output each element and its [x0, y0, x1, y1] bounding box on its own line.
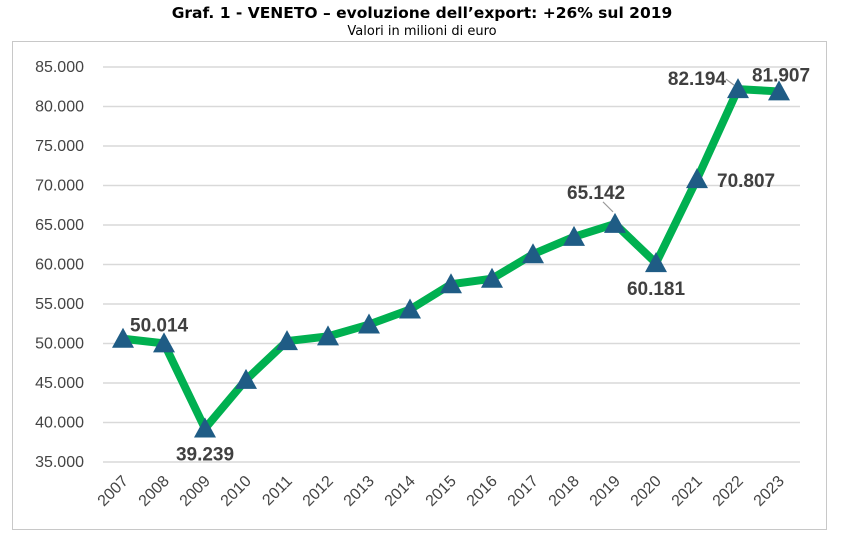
y-tick-label: 85.000	[35, 59, 84, 76]
data-point-marker	[481, 267, 503, 288]
y-tick-label: 45.000	[35, 375, 84, 392]
data-label: 70.807	[717, 171, 775, 192]
x-tick-label: 2019	[587, 473, 624, 510]
data-point-marker	[276, 330, 298, 351]
x-tick-label: 2008	[136, 473, 173, 510]
series-line	[122, 85, 780, 433]
y-tick-label: 70.000	[35, 178, 84, 195]
leader-line	[602, 201, 614, 213]
x-tick-label: 2014	[382, 473, 419, 510]
data-point-marker	[645, 252, 667, 273]
data-point-marker	[522, 243, 544, 264]
x-tick-label: 2020	[628, 473, 665, 510]
y-tick-label: 80.000	[35, 99, 84, 116]
x-tick-label: 2018	[546, 473, 583, 510]
x-tick-label: 2015	[423, 473, 460, 510]
data-label: 60.181	[627, 279, 686, 300]
x-tick-label: 2017	[505, 473, 542, 510]
data-point-marker	[686, 168, 708, 189]
x-tick-label: 2023	[751, 473, 788, 510]
data-point-marker	[112, 327, 134, 348]
y-tick-label: 75.000	[35, 138, 84, 155]
leader-line	[725, 78, 735, 86]
y-tick-label: 40.000	[35, 415, 84, 432]
x-tick-label: 2013	[341, 473, 378, 510]
y-tick-label: 55.000	[35, 296, 84, 313]
x-tick-label: 2010	[218, 473, 255, 510]
chart-title: Graf. 1 - VENETO – evoluzione dell’expor…	[171, 4, 673, 22]
data-point-marker	[194, 417, 216, 438]
x-tick-label: 2011	[259, 473, 295, 509]
data-point-marker	[768, 80, 790, 101]
data-label: 81.907	[752, 65, 810, 86]
y-tick-label: 65.000	[35, 217, 84, 234]
x-tick-label: 2021	[669, 473, 706, 510]
y-tick-label: 50.000	[35, 336, 84, 353]
data-point-marker	[440, 273, 462, 294]
data-point-marker	[727, 78, 749, 99]
x-tick-label: 2012	[300, 473, 337, 510]
data-point-marker	[604, 212, 626, 233]
x-tick-label: 2007	[95, 473, 132, 510]
data-point-marker	[153, 332, 175, 353]
chart-subtitle: Valori in milioni di euro	[347, 24, 497, 39]
y-tick-label: 60.000	[35, 257, 84, 274]
data-point-marker	[358, 313, 380, 334]
x-tick-label: 2022	[710, 473, 747, 510]
data-label: 82.194	[668, 69, 727, 90]
y-tick-label: 35.000	[35, 454, 84, 471]
data-point-marker	[317, 325, 339, 346]
data-point-marker	[563, 225, 585, 246]
data-label: 50.014	[130, 315, 189, 336]
x-tick-label: 2016	[464, 473, 501, 510]
data-point-marker	[399, 298, 421, 319]
data-label: 65.142	[567, 183, 625, 204]
data-label: 39.239	[176, 445, 234, 466]
data-point-marker	[235, 368, 257, 389]
chart-frame	[12, 41, 827, 530]
x-tick-label: 2009	[177, 473, 214, 510]
